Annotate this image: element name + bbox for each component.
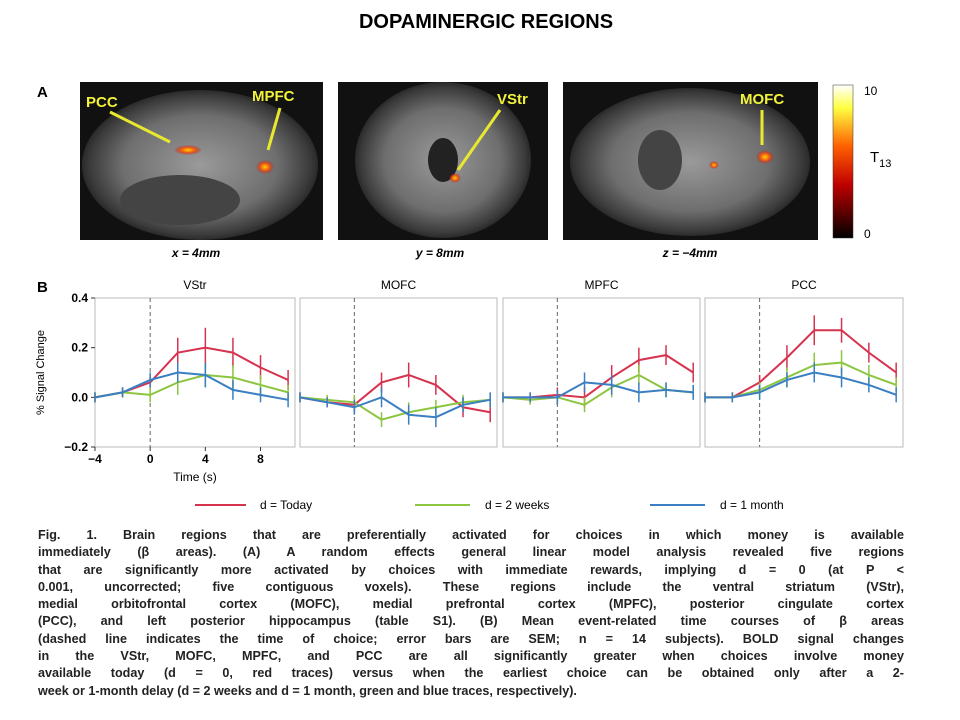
region-label: MOFC bbox=[740, 91, 784, 108]
caption-line: (dashed line indicates the time of choic… bbox=[38, 631, 904, 646]
caption-line: week or 1-month delay (d = 2 weeks and d… bbox=[38, 683, 577, 698]
legend-label: d = Today bbox=[260, 498, 312, 512]
brain-image: MOFC bbox=[563, 82, 818, 240]
y-tick-label: −0.2 bbox=[64, 440, 88, 454]
x-tick-label: 4 bbox=[202, 452, 209, 466]
colorbar-max: 10 bbox=[864, 84, 878, 98]
panel-title: PCC bbox=[791, 278, 817, 292]
legend-label: d = 1 month bbox=[720, 498, 784, 512]
region-label: PCC bbox=[86, 94, 118, 111]
plot-frame bbox=[299, 297, 498, 448]
y-axis-label: % Signal Change bbox=[35, 330, 47, 415]
caption-line: Fig. 1. Brain regions that are preferent… bbox=[38, 528, 904, 542]
caption-line: available today (d = 0, red traces) vers… bbox=[38, 666, 904, 681]
region-label: MPFC bbox=[252, 88, 295, 105]
series-line bbox=[299, 396, 491, 419]
x-tick-label: 0 bbox=[147, 452, 154, 466]
x-tick-label: −4 bbox=[88, 452, 102, 466]
slice-coord: y = 8mm bbox=[415, 246, 465, 260]
region-label: VStr bbox=[497, 91, 528, 108]
y-tick-label: 0.4 bbox=[71, 291, 88, 305]
legend-label: d = 2 weeks bbox=[485, 498, 549, 512]
caption-line: medial orbitofrontal cortex (MOFC), medi… bbox=[38, 597, 904, 612]
caption-line: that are significantly more activated by… bbox=[38, 562, 904, 577]
plot-frame bbox=[704, 297, 904, 448]
series-line bbox=[94, 346, 289, 399]
colorbar-label-sub: 13 bbox=[879, 158, 891, 170]
panel-title: MOFC bbox=[381, 278, 417, 292]
caption-line: immediately (β areas). (A) A random effe… bbox=[38, 545, 904, 560]
y-tick-label: 0.2 bbox=[71, 341, 88, 355]
series-line bbox=[94, 371, 289, 401]
panel-label: B bbox=[37, 279, 48, 296]
y-tick-label: 0.0 bbox=[71, 390, 88, 404]
series-line bbox=[705, 361, 897, 399]
caption-line: (PCC), and left posterior hippocampus (t… bbox=[38, 614, 904, 629]
series-line bbox=[705, 329, 897, 399]
panel-title: MPFC bbox=[585, 278, 619, 292]
series-line bbox=[503, 381, 694, 399]
colorbar bbox=[832, 84, 854, 239]
slide-title: DOPAMINERGIC REGIONS bbox=[359, 11, 613, 33]
series-line bbox=[502, 373, 694, 406]
slice-coord: z = −4mm bbox=[662, 246, 718, 260]
series-line bbox=[299, 396, 491, 421]
x-axis-label: Time (s) bbox=[173, 470, 217, 484]
figure: DOPAMINERGIC REGIONS A PCC MPFC VStr MOF… bbox=[35, 11, 904, 512]
plot-frame bbox=[94, 297, 296, 448]
colorbar-min: 0 bbox=[864, 227, 871, 241]
colorbar-label-main: T bbox=[870, 149, 879, 166]
caption-line: in the VStr, MOFC, MPFC, and PCC are all… bbox=[38, 649, 904, 664]
series-line bbox=[94, 373, 289, 399]
slice-coord: x = 4mm bbox=[171, 246, 221, 260]
panel-title: VStr bbox=[183, 278, 206, 292]
colorbar-label: T13 bbox=[870, 149, 891, 170]
brain-image: VStr bbox=[338, 82, 548, 240]
caption: Fig. 1. Brain regions that are preferent… bbox=[38, 527, 904, 700]
caption-line: 0.001, uncorrected; five contiguous voxe… bbox=[38, 579, 904, 594]
brain-image: PCC MPFC bbox=[80, 82, 323, 240]
series-line bbox=[705, 371, 897, 399]
plot-frame bbox=[502, 297, 701, 448]
x-tick-label: 8 bbox=[257, 452, 264, 466]
panel-label: A bbox=[37, 84, 48, 101]
